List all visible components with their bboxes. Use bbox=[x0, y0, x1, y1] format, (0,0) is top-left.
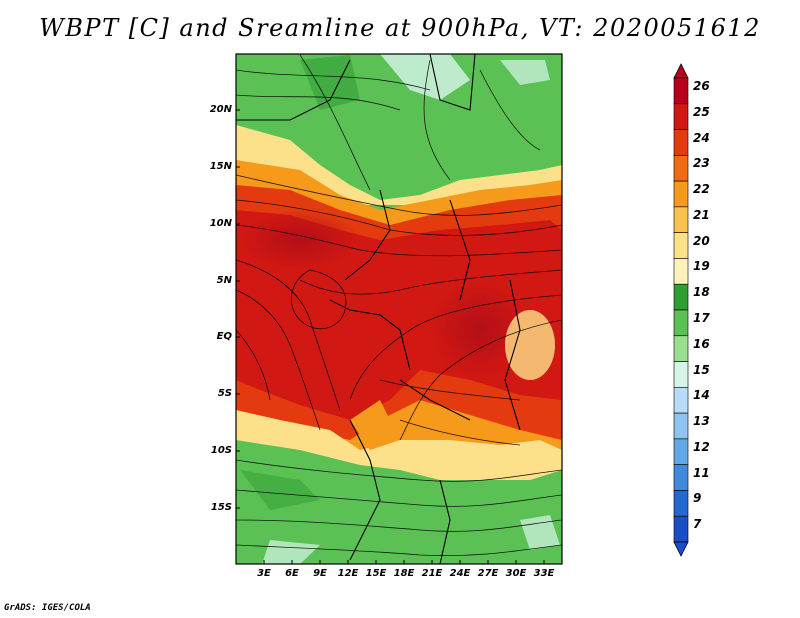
colorbar-cap-top bbox=[673, 63, 689, 79]
lat-label: 5N bbox=[216, 275, 232, 286]
lon-label: 33E bbox=[533, 568, 555, 579]
lat-label: EQ bbox=[216, 331, 232, 342]
colorbar-label: 23 bbox=[693, 156, 710, 171]
colorbar-label: 24 bbox=[693, 130, 710, 145]
colorbar-label: 14 bbox=[693, 388, 710, 403]
colorbar-swatch bbox=[673, 490, 689, 517]
lat-label: 5S bbox=[217, 388, 232, 399]
colorbar-swatch bbox=[673, 180, 689, 208]
credit-text: GrADS: IGES/COLA bbox=[4, 603, 91, 613]
colorbar-swatch bbox=[673, 155, 689, 182]
colorbar-label: 21 bbox=[693, 207, 710, 222]
lon-label: 15E bbox=[365, 568, 387, 579]
colorbar-label: 25 bbox=[693, 104, 710, 119]
wbpt-field bbox=[236, 54, 562, 564]
colorbar-label: 9 bbox=[693, 491, 702, 506]
colorbar-label: 22 bbox=[693, 182, 710, 197]
lon-label: 24E bbox=[449, 568, 471, 579]
colorbar bbox=[673, 63, 689, 557]
lon-label: 30E bbox=[505, 568, 527, 579]
colorbar-swatch bbox=[673, 309, 689, 337]
lon-label: 27E bbox=[477, 568, 499, 579]
lon-label: 9E bbox=[313, 568, 327, 579]
colorbar-swatch bbox=[673, 77, 689, 105]
colorbar-swatch bbox=[673, 232, 689, 259]
colorbar-label: 19 bbox=[693, 259, 710, 274]
colorbar-swatch bbox=[673, 129, 689, 156]
colorbar-label: 16 bbox=[693, 336, 710, 351]
lat-label: 10N bbox=[209, 218, 232, 229]
colorbar-label: 7 bbox=[693, 517, 702, 532]
colorbar-swatch bbox=[673, 464, 689, 491]
colorbar-swatch bbox=[673, 206, 689, 233]
colorbar-label: 12 bbox=[693, 439, 710, 454]
colorbar-swatch bbox=[673, 361, 689, 388]
colorbar-swatch bbox=[673, 438, 689, 465]
lon-label: 6E bbox=[285, 568, 299, 579]
colorbar-swatch bbox=[673, 335, 689, 362]
colorbar-cap-bottom bbox=[673, 541, 689, 557]
lon-label: 18E bbox=[393, 568, 415, 579]
colorbar-swatch bbox=[673, 515, 689, 543]
colorbar-label: 11 bbox=[693, 465, 710, 480]
axis-ticks bbox=[236, 109, 545, 564]
lon-label: 12E bbox=[337, 568, 359, 579]
colorbar-label: 17 bbox=[693, 311, 710, 325]
lon-label: 21E bbox=[421, 568, 443, 579]
lat-label: 20N bbox=[209, 104, 232, 115]
colorbar-label: 26 bbox=[693, 79, 710, 93]
lat-label: 10S bbox=[210, 445, 232, 456]
colorbar-label: 20 bbox=[693, 233, 710, 248]
colorbar-swatch bbox=[673, 103, 689, 130]
colorbar-swatch bbox=[673, 387, 689, 414]
map-frame bbox=[235, 53, 563, 565]
colorbar-label: 15 bbox=[693, 362, 710, 377]
colorbar-label: 13 bbox=[693, 414, 710, 429]
chart-title: WBPT [C] and Sreamline at 900hPa, VT: 20… bbox=[39, 14, 761, 42]
lat-label: 15N bbox=[209, 161, 232, 172]
lon-label: 3E bbox=[257, 568, 271, 579]
colorbar-swatch bbox=[673, 412, 689, 440]
colorbar-label: 18 bbox=[693, 285, 710, 300]
lat-label: 15S bbox=[210, 502, 232, 513]
colorbar-swatch bbox=[673, 258, 689, 285]
colorbar-swatch bbox=[673, 283, 689, 311]
